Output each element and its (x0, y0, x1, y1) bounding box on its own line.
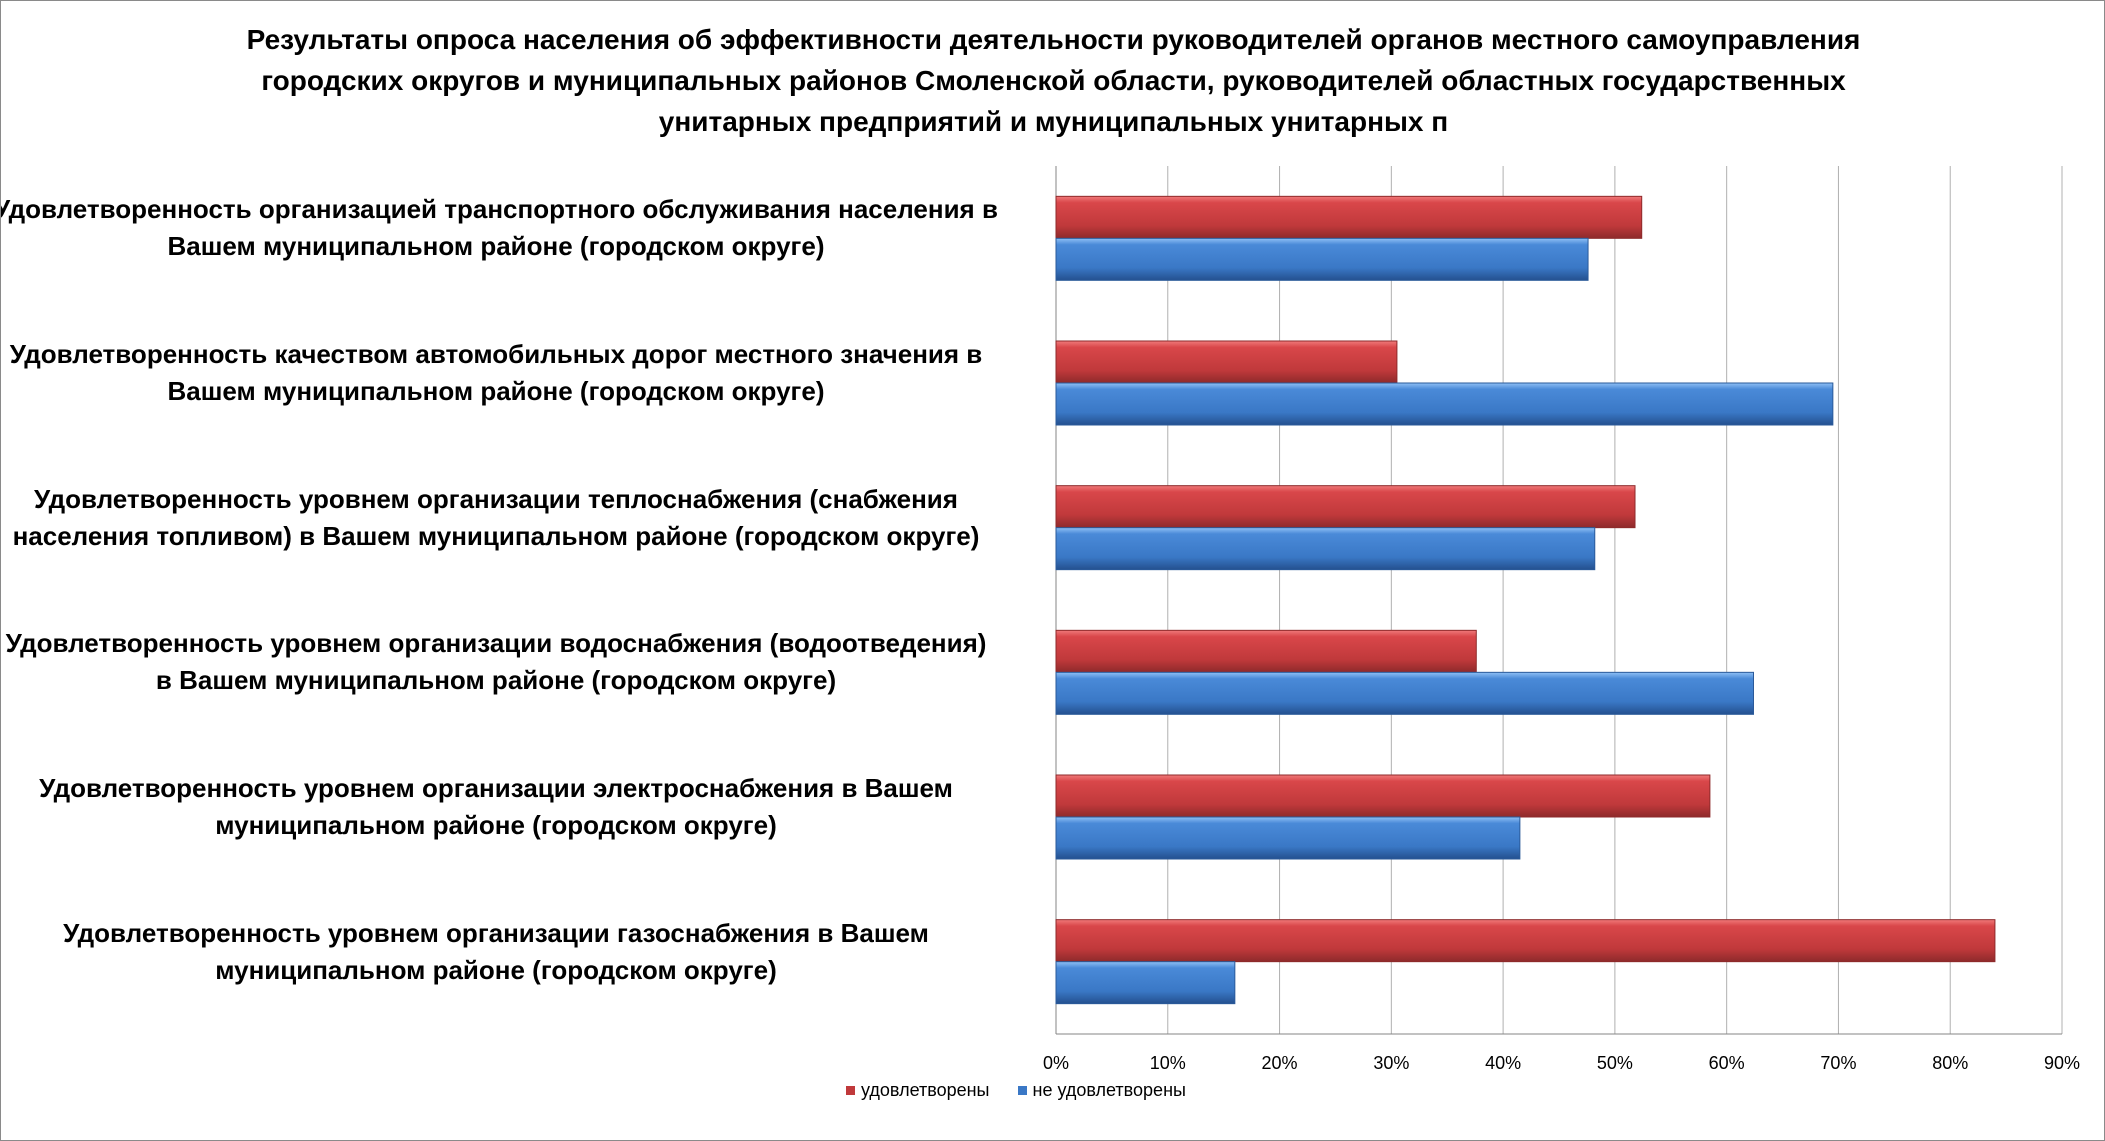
x-tick-label: 0% (1042, 1053, 1070, 1073)
category-label: Удовлетворенность организацией транспорт… (0, 191, 1026, 265)
category-label-line: в Вашем муниципальном районе (городском … (155, 665, 837, 696)
category-label-line: населения топливом) в Вашем муниципально… (12, 520, 980, 551)
x-tick-label: 60% (1708, 1053, 1745, 1073)
chart-title: Результаты опроса населения об эффективн… (1, 19, 2104, 142)
category-label: Удовлетворенность уровнем организации га… (1, 915, 1026, 989)
category-label-line: Удовлетворенность уровнем организации те… (34, 483, 958, 514)
category-label-line: Удовлетворенность уровнем организации эл… (39, 773, 953, 803)
bar-satisfied-6 (1055, 919, 1996, 963)
bar-not-satisfied-3 (1055, 527, 1596, 571)
category-label-line: Удовлетворенность организацией транспорт… (0, 194, 998, 225)
category-label-line: Вашем муниципальном районе (городском ок… (167, 376, 825, 406)
legend-label: не удовлетворены (1032, 1080, 1186, 1100)
legend: удовлетворены не удовлетворены (846, 1080, 1186, 1101)
legend-label: удовлетворены (861, 1080, 990, 1100)
bar-not-satisfied-1 (1055, 237, 1589, 281)
bar-not-satisfied-4 (1055, 671, 1754, 715)
bar-not-satisfied-2 (1055, 382, 1834, 426)
bar-satisfied-3 (1055, 485, 1636, 529)
legend-swatch (1017, 1086, 1027, 1095)
category-label: Удовлетворенность уровнем организации те… (1, 481, 1026, 555)
category-label-line: муниципальном районе (городском округе) (215, 810, 777, 840)
x-tick-label: 40% (1485, 1053, 1522, 1073)
x-tick-label: 90% (2043, 1053, 2081, 1073)
chart-title-line: унитарных предприятий и муниципальных ун… (658, 106, 1449, 137)
legend-item-satisfied: удовлетворены (846, 1080, 990, 1101)
legend-swatch (846, 1086, 855, 1095)
x-tick-label: 10% (1149, 1053, 1186, 1073)
bar-satisfied-5 (1055, 774, 1711, 818)
x-tick-label: 50% (1596, 1053, 1633, 1073)
bar-not-satisfied-5 (1055, 816, 1521, 860)
category-label-line: Удовлетворенность уровнем организации во… (5, 628, 987, 659)
category-label: Удовлетворенность уровнем организации во… (1, 625, 1026, 699)
bar-satisfied-2 (1055, 340, 1398, 384)
chart-title-line: Результаты опроса населения об эффективн… (246, 24, 1861, 55)
category-label: Удовлетворенность уровнем организации эл… (1, 770, 1026, 844)
x-tick-label: 70% (1820, 1053, 1857, 1073)
category-label-line: муниципальном районе (городском округе) (215, 954, 777, 985)
x-tick-label: 80% (1932, 1053, 1969, 1073)
category-label-line: Удовлетворенность качеством автомобильны… (9, 339, 983, 369)
legend-item-not-satisfied: не удовлетворены (1017, 1080, 1186, 1101)
x-tick-label: 20% (1261, 1053, 1298, 1073)
x-tick-label: 30% (1373, 1053, 1410, 1073)
bar-satisfied-4 (1055, 629, 1477, 673)
chart-title-line: городских округов и муниципальных районо… (261, 65, 1846, 96)
category-label-line: Удовлетворенность уровнем организации га… (63, 917, 929, 948)
bar-not-satisfied-6 (1055, 961, 1236, 1005)
category-label: Удовлетворенность качеством автомобильны… (1, 336, 1026, 410)
bar-satisfied-1 (1055, 195, 1643, 239)
category-label-line: Вашем муниципальном районе (городском ок… (167, 231, 825, 262)
